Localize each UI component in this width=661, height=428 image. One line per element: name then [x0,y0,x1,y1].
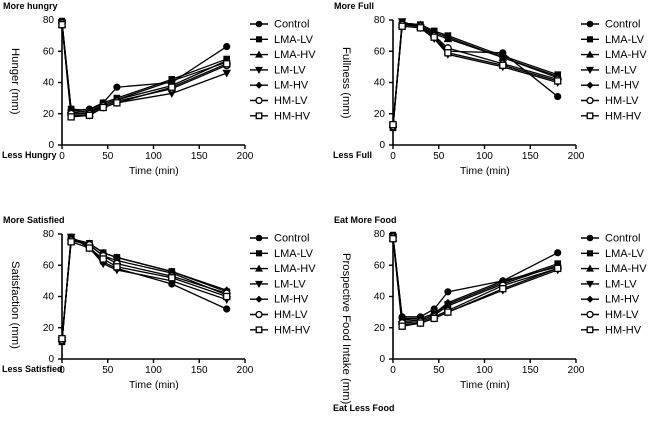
svg-text:40: 40 [43,78,55,89]
svg-text:50: 50 [433,151,445,162]
svg-text:40: 40 [374,78,386,89]
svg-text:LM-LV: LM-LV [605,64,637,76]
svg-text:LMA-LV: LMA-LV [605,34,645,46]
svg-text:0: 0 [59,151,65,162]
svg-text:100: 100 [145,365,162,376]
svg-text:LMA-LV: LMA-LV [274,248,314,260]
svg-text:Control: Control [274,233,309,245]
svg-text:LM-HV: LM-HV [605,294,640,306]
svg-text:200: 200 [237,151,254,162]
svg-text:150: 150 [191,365,208,376]
svg-text:Control: Control [605,233,640,245]
svg-text:80: 80 [43,15,55,26]
svg-text:HM-LV: HM-LV [274,95,308,107]
svg-text:50: 50 [102,365,114,376]
svg-text:0: 0 [379,140,385,151]
svg-text:HM-HV: HM-HV [274,110,311,122]
svg-text:0: 0 [379,354,385,365]
svg-text:Control: Control [605,19,640,31]
svg-text:100: 100 [476,365,493,376]
svg-text:150: 150 [191,151,208,162]
svg-text:LM-LV: LM-LV [605,278,637,290]
svg-text:80: 80 [43,229,55,240]
svg-text:200: 200 [237,365,254,376]
svg-text:LMA-HV: LMA-HV [605,263,647,275]
svg-text:50: 50 [433,365,445,376]
svg-text:40: 40 [374,292,386,303]
svg-text:200: 200 [568,151,585,162]
svg-text:HM-HV: HM-HV [605,110,642,122]
svg-text:80: 80 [374,229,386,240]
svg-text:LM-HV: LM-HV [274,294,309,306]
svg-text:20: 20 [43,109,55,120]
svg-text:0: 0 [390,151,396,162]
svg-text:100: 100 [145,151,162,162]
svg-text:150: 150 [522,151,539,162]
svg-text:HM-LV: HM-LV [605,95,639,107]
svg-text:0: 0 [48,354,54,365]
svg-text:40: 40 [43,292,55,303]
svg-text:20: 20 [43,323,55,334]
svg-text:LMA-LV: LMA-LV [605,248,645,260]
svg-text:LM-HV: LM-HV [605,80,640,92]
svg-text:100: 100 [476,151,493,162]
svg-text:LM-LV: LM-LV [274,64,306,76]
svg-text:LMA-HV: LMA-HV [274,49,316,61]
svg-text:Control: Control [274,19,309,31]
svg-text:50: 50 [102,151,114,162]
svg-text:80: 80 [374,15,386,26]
svg-text:0: 0 [59,365,65,376]
svg-text:20: 20 [374,109,386,120]
svg-text:LMA-LV: LMA-LV [274,34,314,46]
svg-text:HM-LV: HM-LV [605,309,639,321]
svg-text:HM-HV: HM-HV [605,324,642,336]
svg-text:200: 200 [568,365,585,376]
svg-text:60: 60 [374,260,386,271]
svg-text:20: 20 [374,323,386,334]
svg-text:LM-HV: LM-HV [274,80,309,92]
svg-text:LM-LV: LM-LV [274,278,306,290]
svg-text:0: 0 [390,365,396,376]
svg-text:LMA-HV: LMA-HV [605,49,647,61]
svg-text:60: 60 [43,46,55,57]
svg-text:150: 150 [522,365,539,376]
svg-text:LMA-HV: LMA-HV [274,263,316,275]
svg-text:60: 60 [43,260,55,271]
svg-text:HM-HV: HM-HV [274,324,311,336]
svg-text:0: 0 [48,140,54,151]
svg-text:60: 60 [374,46,386,57]
svg-text:HM-LV: HM-LV [274,309,308,321]
